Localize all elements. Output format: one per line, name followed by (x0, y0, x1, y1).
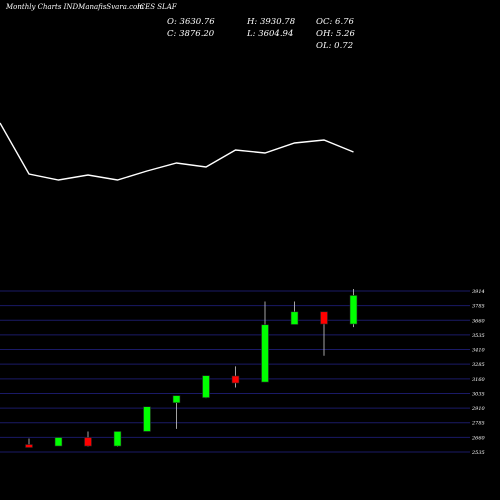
candle-body (54, 437, 63, 447)
chart-source-title: Monthly Charts INDManafisSvara.com (6, 3, 144, 11)
price-gridlines (0, 290, 470, 453)
candle-body (25, 444, 33, 448)
y-axis-tick-labels: 3914 3785 3660 3535 3410 3285 3160 3035 2910 2785… (471, 289, 486, 456)
oc-value: OC: 6.76 (316, 17, 354, 27)
high-value: H: 3930.78 (247, 17, 296, 27)
candle-body (84, 437, 92, 447)
candle-body (172, 395, 181, 404)
y-tick-label: 3410 (472, 348, 486, 354)
low-value: L: 3604.94 (247, 29, 294, 39)
candle-body (320, 311, 328, 325)
y-tick-label: 3035 (472, 391, 485, 397)
candle-body (290, 311, 299, 325)
y-tick-label: 2785 (471, 421, 485, 427)
candle-body (202, 375, 210, 398)
y-tick-label: 3160 (472, 377, 486, 383)
candle-body (349, 295, 358, 325)
candle-body (113, 431, 122, 447)
candlestick-series (25, 289, 358, 448)
ol-value: OL: 0.72 (316, 41, 354, 51)
line-overlay (0, 122, 354, 181)
oh-value: OH: 5.26 (316, 29, 355, 39)
close-value: C: 3876.20 (167, 29, 215, 39)
line-overlay-path (0, 122, 354, 181)
y-tick-label: 3785 (472, 304, 485, 310)
y-tick-label: 3660 (472, 318, 486, 324)
y-tick-label: 2535 (471, 450, 485, 456)
y-tick-label: 3535 (472, 333, 485, 339)
candle-body (143, 406, 151, 432)
y-tick-label: 3285 (472, 362, 485, 368)
y-tick-label: 3914 (472, 289, 485, 295)
y-tick-label: 2910 (471, 406, 486, 412)
open-value: O: 3630.76 (167, 17, 215, 27)
candle-body (261, 324, 269, 383)
candle-body (231, 375, 240, 384)
chart-symbol: ICES SLAF (137, 3, 177, 11)
y-tick-label: 2660 (471, 435, 486, 441)
